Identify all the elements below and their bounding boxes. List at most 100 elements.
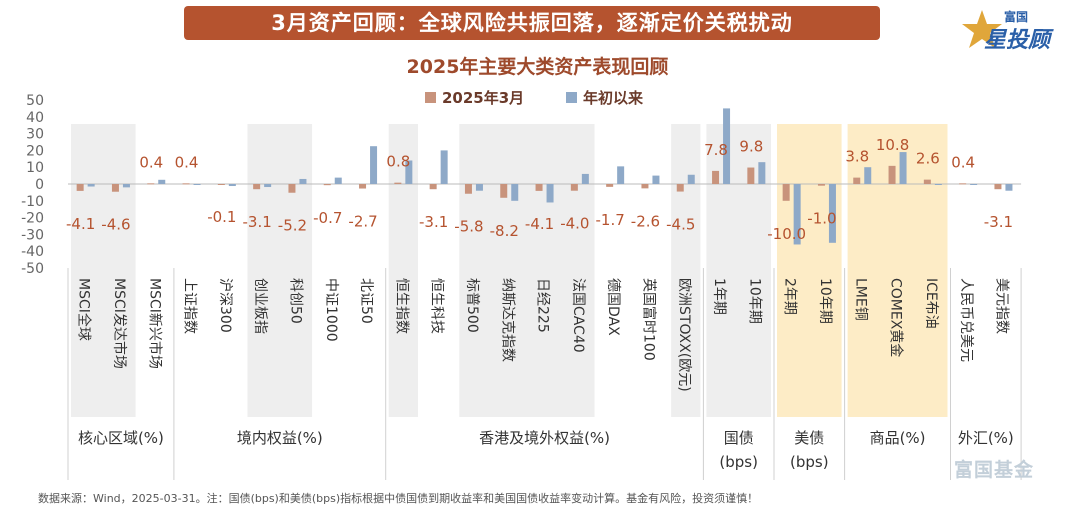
data-label: -5.2 xyxy=(278,217,307,235)
data-label: 0.4 xyxy=(139,153,163,171)
legend-label: 2025年3月 xyxy=(442,89,524,107)
group-label: 核心区域(%) xyxy=(78,429,164,447)
bar-march xyxy=(429,184,437,190)
data-label: -0.7 xyxy=(313,209,342,227)
bar-march xyxy=(641,184,649,189)
data-label: 7.8 xyxy=(704,141,728,159)
category-label: 创业板指 xyxy=(252,278,268,334)
bar-march xyxy=(359,184,367,189)
footnote: 数据来源：Wind，2025-03-31。注：国债(bps)和美债(bps)指标… xyxy=(38,492,759,505)
y-tick-label: -30 xyxy=(21,227,44,243)
category-band xyxy=(71,124,136,417)
bar-march xyxy=(288,184,296,193)
category-label: 沪深300 xyxy=(217,278,233,333)
data-label: -4.6 xyxy=(101,216,130,234)
category-band xyxy=(247,124,313,417)
bar-ytd xyxy=(122,184,130,188)
bar-march xyxy=(712,170,720,184)
category-label: 2年期 xyxy=(782,278,798,315)
group-label: 商品(%) xyxy=(870,429,926,447)
data-label: -5.8 xyxy=(454,218,483,236)
banner-title: 3月资产回顾：全球风险共振回落，逐渐定价关税扰动 xyxy=(184,6,880,40)
bar-ytd xyxy=(793,184,801,245)
bar-ytd xyxy=(758,162,766,184)
category-label: 上证指数 xyxy=(182,278,198,334)
data-label: -8.2 xyxy=(490,222,519,240)
bar-march xyxy=(111,184,119,192)
category-label: 法国CAC40 xyxy=(570,278,586,353)
bar-ytd xyxy=(158,179,166,184)
legend-label: 年初以来 xyxy=(583,89,644,107)
bar-march xyxy=(76,184,84,191)
bar-ytd xyxy=(334,177,342,184)
bar-march xyxy=(747,167,755,184)
data-label: -1.0 xyxy=(807,210,836,228)
data-label: -4.0 xyxy=(560,215,589,233)
bar-ytd xyxy=(475,184,483,191)
group-label: 国债 xyxy=(724,429,754,447)
category-label: 标普500 xyxy=(464,278,480,333)
category-label: 英国富时100 xyxy=(640,278,657,361)
bar-march xyxy=(323,184,331,186)
category-band xyxy=(847,124,948,417)
bar-ytd xyxy=(970,184,978,185)
category-label: 1年期 xyxy=(711,278,727,315)
bar-march xyxy=(994,184,1002,190)
y-tick-label: -20 xyxy=(21,211,44,227)
data-label: -2.7 xyxy=(348,213,377,231)
bar-march xyxy=(464,184,472,194)
bar-march xyxy=(182,183,190,185)
bar-march xyxy=(217,184,225,185)
category-band xyxy=(777,124,842,417)
group-label: (bps) xyxy=(790,453,829,471)
y-tick-label: 40 xyxy=(26,110,44,126)
bar-march xyxy=(782,184,790,201)
category-label: LME铜 xyxy=(852,278,868,321)
category-label: ICE布油 xyxy=(923,278,939,329)
bar-march xyxy=(888,165,896,184)
bar-ytd xyxy=(652,175,660,184)
category-label: 10年期 xyxy=(746,278,762,324)
bar-march xyxy=(535,184,543,191)
legend-swatch xyxy=(566,92,577,103)
bar-march xyxy=(853,177,861,184)
group-label: 香港及境外权益(%) xyxy=(479,429,610,447)
data-label: -3.1 xyxy=(984,213,1013,231)
bar-march xyxy=(817,184,825,186)
bar-ytd xyxy=(687,174,695,184)
category-label: 纳斯达克指数 xyxy=(499,278,515,362)
data-label: 0.4 xyxy=(951,153,975,171)
group-label: 境内权益(%) xyxy=(237,429,323,447)
bar-march xyxy=(147,183,155,185)
category-label: 美元指数 xyxy=(993,278,1009,334)
bar-ytd xyxy=(87,184,95,187)
category-label: MSCI发达市场 xyxy=(111,278,128,369)
group-label: 美债 xyxy=(794,429,824,447)
bar-march xyxy=(923,179,931,184)
group-label: 外汇(%) xyxy=(958,429,1014,447)
data-label: 0.4 xyxy=(175,153,199,171)
category-label: COMEX黄金 xyxy=(888,278,905,357)
data-label: -4.1 xyxy=(525,215,554,233)
group-label: (bps) xyxy=(719,453,758,471)
category-label: 欧洲STOXX(欧元) xyxy=(676,278,692,392)
category-label: MSCI全球 xyxy=(76,278,93,341)
category-label: 德国DAX xyxy=(605,278,621,336)
category-label: 人民币兑美元 xyxy=(958,278,974,362)
data-label: -3.1 xyxy=(419,213,448,231)
y-tick-label: 30 xyxy=(26,127,44,143)
category-label: 中证1000 xyxy=(323,278,339,342)
y-tick-label: 50 xyxy=(26,93,44,109)
category-label: 科创50 xyxy=(287,278,303,324)
bar-march xyxy=(959,183,967,185)
bar-ytd xyxy=(511,184,519,201)
watermark: 富国基金 xyxy=(954,459,1035,481)
brand-name: 富国 xyxy=(1004,10,1029,24)
category-band xyxy=(459,124,595,417)
data-label: 0.8 xyxy=(386,153,410,171)
y-tick-label: 0 xyxy=(35,177,44,193)
brand-tagline: 星投顾 xyxy=(984,28,1051,53)
bar-ytd xyxy=(617,166,625,184)
data-label: -2.6 xyxy=(631,212,660,230)
